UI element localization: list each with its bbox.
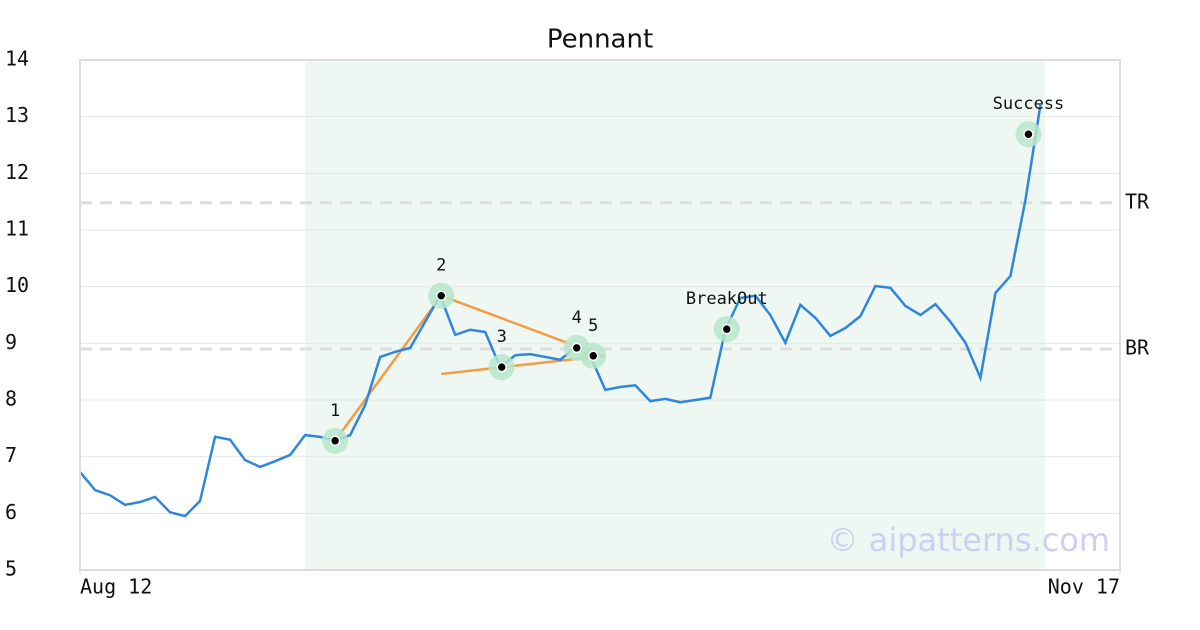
y-tick-label: 12 — [5, 160, 29, 184]
pattern-point — [496, 361, 507, 373]
pattern-point — [587, 350, 599, 362]
pattern-point — [435, 290, 447, 301]
trend-line — [334, 294, 443, 442]
y-tick-label: 14 — [5, 47, 29, 71]
x-tick-label: Aug 12 — [80, 575, 152, 599]
watermark: © aipatterns.com — [827, 521, 1110, 559]
pattern-label: Success — [993, 94, 1065, 114]
y-tick-label: 13 — [5, 103, 29, 127]
x-tick-label: Nov 17 — [1048, 575, 1120, 599]
pattern-point — [571, 342, 582, 354]
plot-frame — [79, 59, 1121, 571]
pattern-label: 1 — [330, 401, 340, 421]
y-tick-label: 9 — [5, 330, 17, 354]
level-label: BR — [1125, 336, 1150, 360]
pattern-region — [305, 60, 1045, 570]
y-tick-label: 7 — [5, 443, 17, 467]
y-tick-label: 8 — [5, 387, 17, 411]
price-line — [79, 104, 1042, 518]
pattern-label: 5 — [588, 316, 598, 336]
level-label: TR — [1125, 189, 1150, 213]
chart-title: Pennant — [547, 25, 653, 55]
pattern-point — [721, 323, 733, 335]
pattern-label: 2 — [436, 256, 446, 276]
pattern-label: 4 — [572, 308, 582, 328]
y-tick-label: 10 — [5, 273, 29, 297]
pattern-point — [1023, 128, 1034, 140]
y-tick-label: 5 — [5, 557, 17, 581]
pattern-label: 3 — [497, 327, 507, 347]
y-tick-label: 11 — [5, 217, 29, 241]
pattern-point — [329, 435, 341, 447]
pattern-label: BreakOut — [686, 289, 768, 309]
y-tick-label: 6 — [5, 500, 17, 524]
